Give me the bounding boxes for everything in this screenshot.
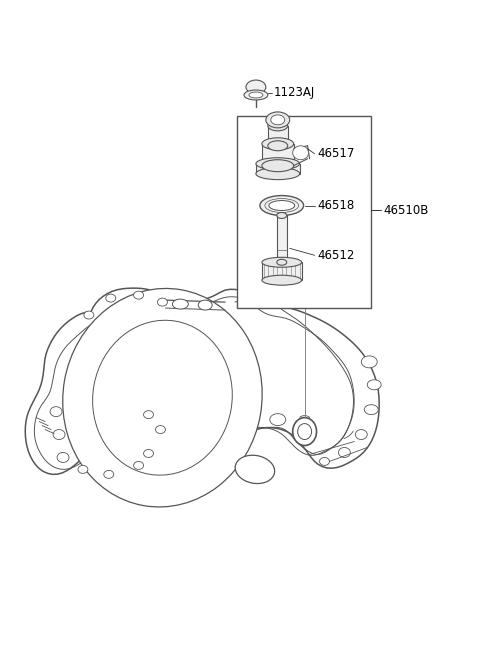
Ellipse shape — [235, 455, 275, 483]
Ellipse shape — [367, 380, 381, 390]
Ellipse shape — [364, 405, 378, 415]
Text: 46512: 46512 — [318, 249, 355, 262]
Bar — [262, 262, 301, 280]
Ellipse shape — [298, 424, 312, 440]
Ellipse shape — [198, 300, 212, 310]
Ellipse shape — [256, 168, 300, 179]
Ellipse shape — [268, 141, 288, 151]
Ellipse shape — [246, 80, 266, 94]
Ellipse shape — [277, 212, 287, 219]
Ellipse shape — [277, 259, 287, 265]
Text: 46517: 46517 — [318, 147, 355, 160]
Ellipse shape — [133, 461, 144, 470]
Ellipse shape — [78, 466, 88, 474]
Text: 1123AJ: 1123AJ — [274, 86, 315, 100]
Ellipse shape — [256, 158, 300, 170]
Ellipse shape — [106, 294, 116, 302]
Ellipse shape — [271, 115, 285, 125]
Ellipse shape — [262, 257, 301, 267]
Ellipse shape — [266, 112, 290, 128]
Ellipse shape — [133, 291, 144, 299]
Ellipse shape — [355, 430, 367, 440]
Bar — [237, 116, 371, 308]
Bar — [268, 126, 288, 146]
Ellipse shape — [50, 407, 62, 417]
Ellipse shape — [57, 453, 69, 462]
Ellipse shape — [269, 200, 295, 210]
Ellipse shape — [262, 138, 294, 150]
Ellipse shape — [249, 92, 263, 98]
Ellipse shape — [172, 299, 188, 309]
Ellipse shape — [144, 449, 154, 457]
Bar — [277, 215, 287, 262]
Ellipse shape — [157, 298, 168, 306]
Ellipse shape — [338, 447, 350, 457]
Ellipse shape — [361, 356, 377, 368]
Ellipse shape — [293, 418, 316, 445]
Ellipse shape — [262, 160, 294, 172]
Ellipse shape — [268, 121, 288, 131]
Bar — [262, 144, 294, 166]
Ellipse shape — [104, 470, 114, 478]
Ellipse shape — [84, 311, 94, 319]
Text: 46518: 46518 — [318, 199, 355, 212]
Ellipse shape — [320, 457, 329, 466]
Ellipse shape — [244, 90, 268, 100]
Ellipse shape — [93, 320, 232, 475]
Ellipse shape — [270, 414, 286, 426]
Ellipse shape — [53, 430, 65, 440]
Ellipse shape — [260, 196, 304, 215]
Ellipse shape — [156, 426, 166, 434]
Ellipse shape — [262, 275, 301, 285]
Ellipse shape — [293, 146, 309, 160]
Bar — [256, 164, 300, 174]
Ellipse shape — [144, 411, 154, 419]
Text: 46510B: 46510B — [383, 204, 429, 217]
Ellipse shape — [63, 288, 262, 507]
